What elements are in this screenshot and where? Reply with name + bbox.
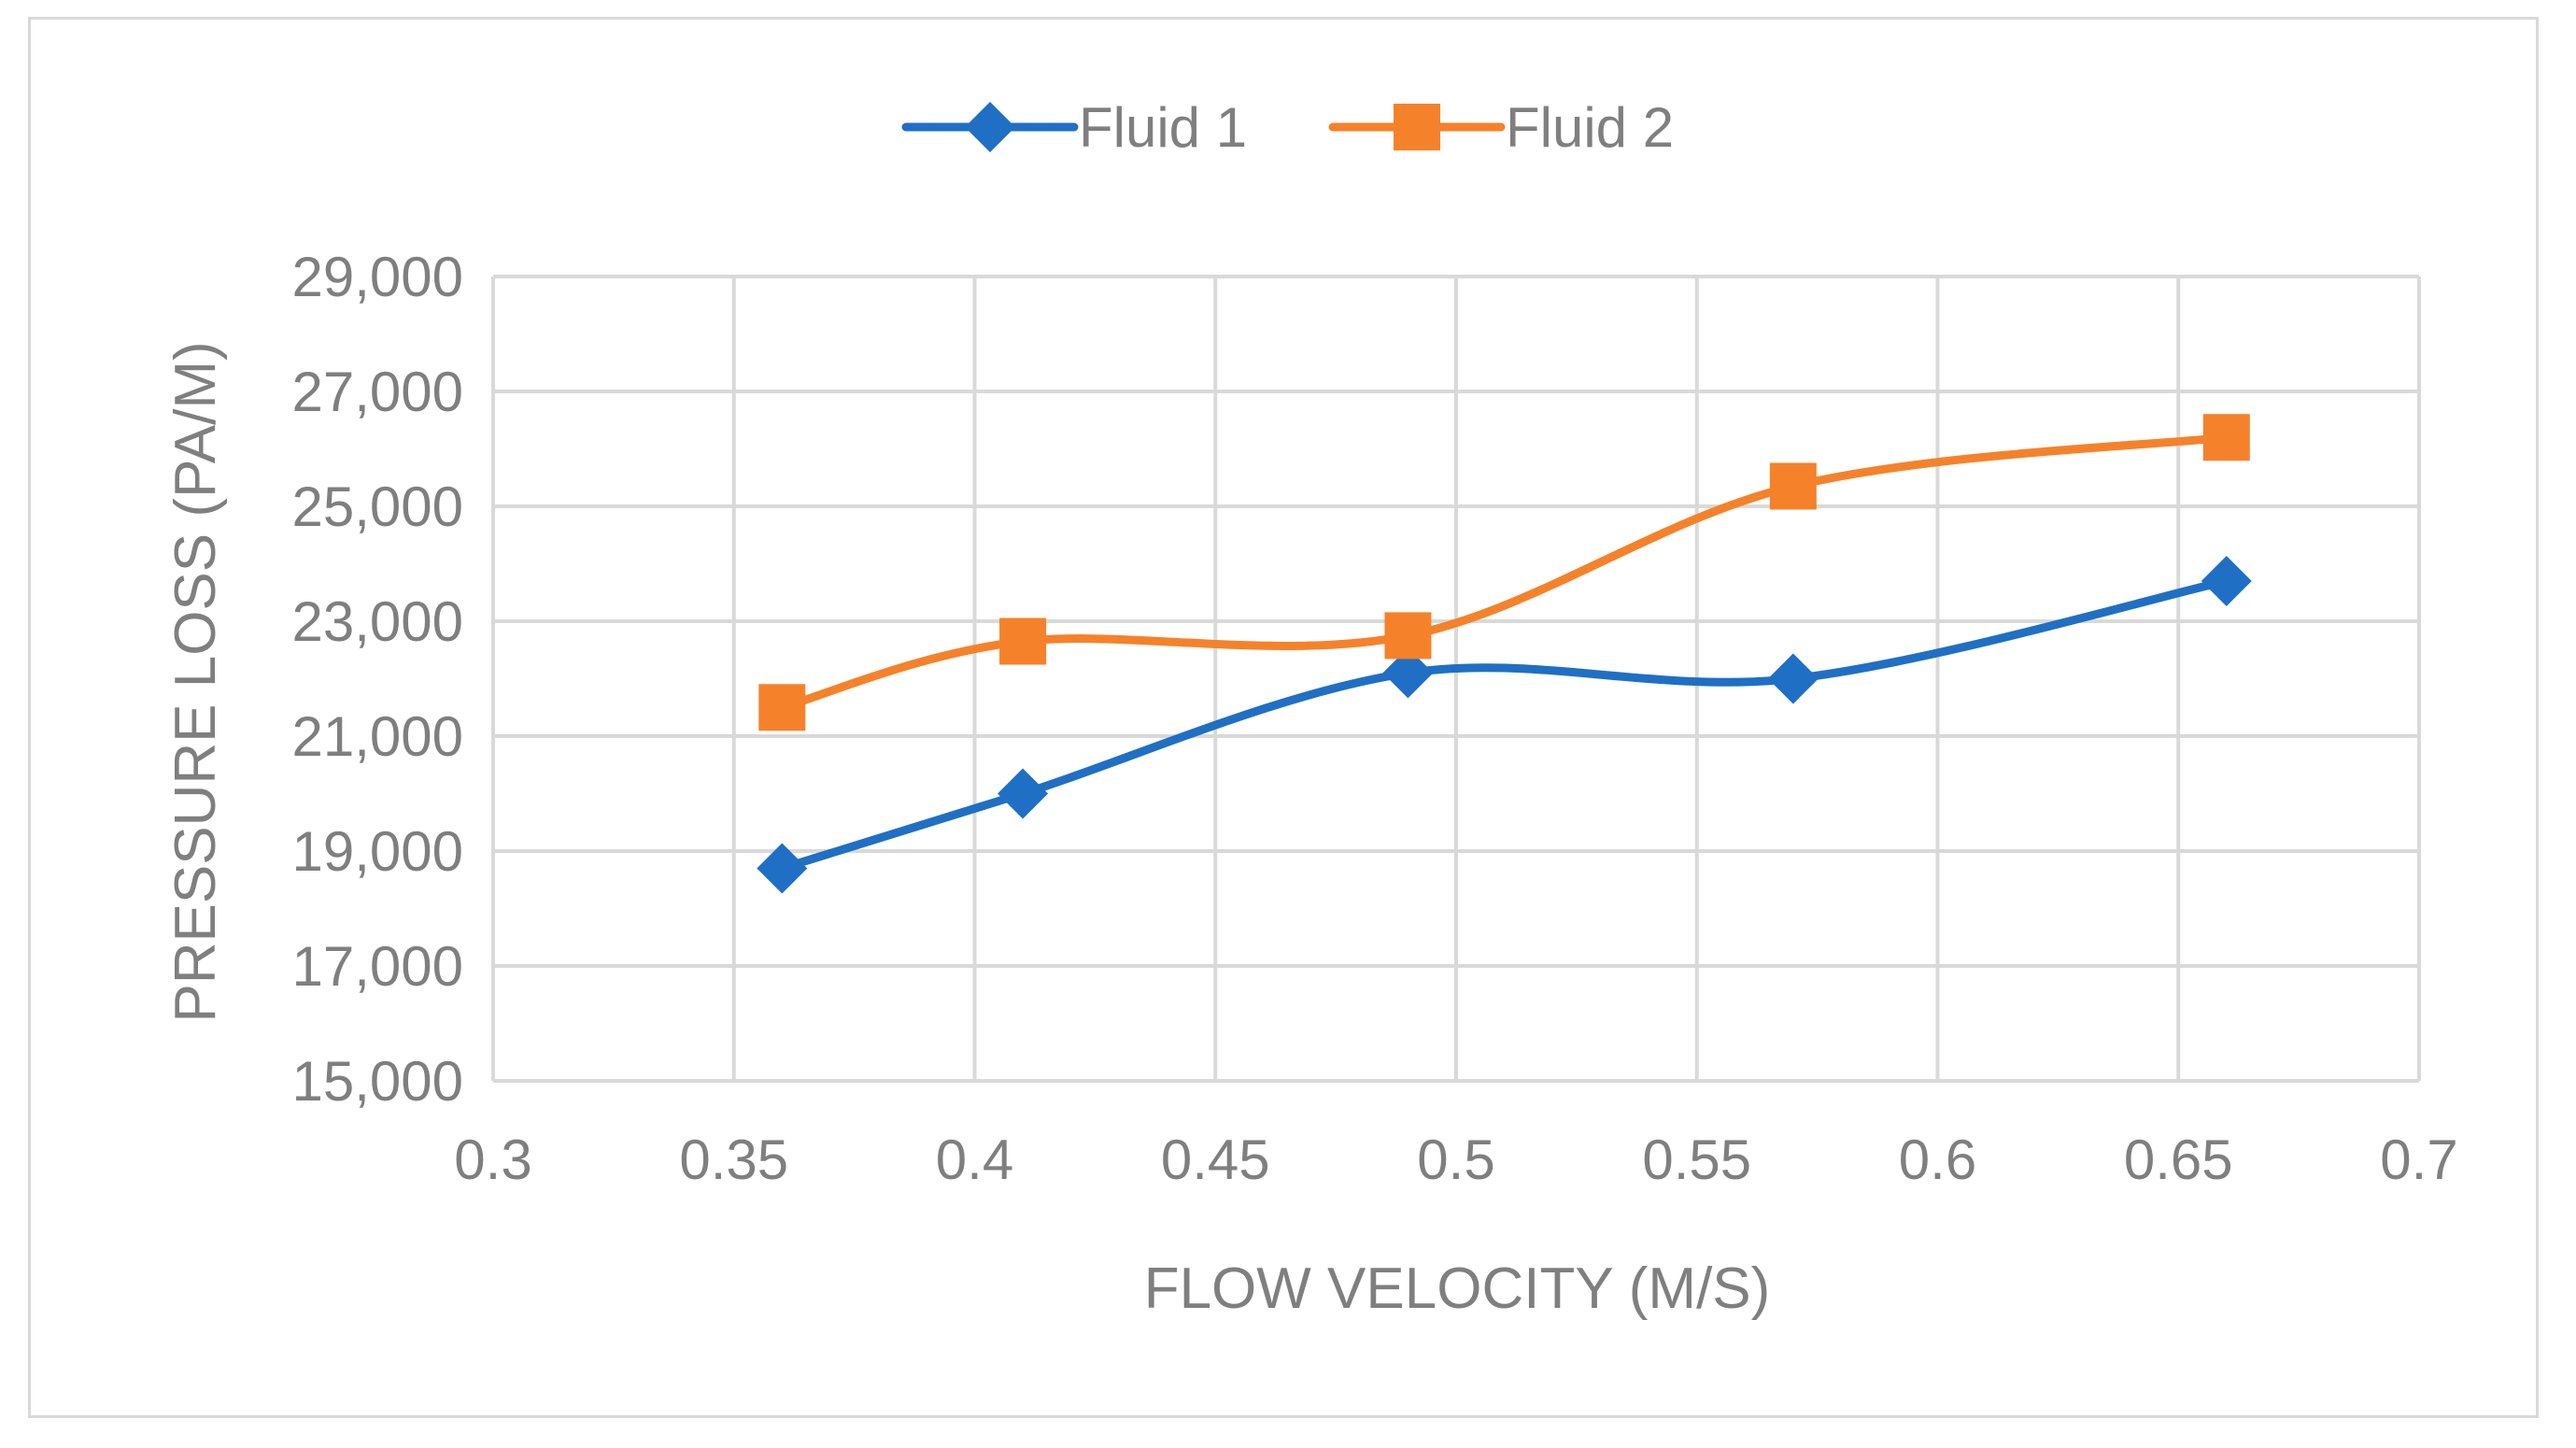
data-point xyxy=(1382,647,1434,699)
x-tick-label: 0.5 xyxy=(1417,1129,1494,1191)
data-point xyxy=(1769,462,1817,510)
legend-label: Fluid 1 xyxy=(1079,96,1247,159)
series-layer xyxy=(757,414,2252,894)
data-point xyxy=(1384,612,1432,660)
data-point xyxy=(998,768,1049,819)
x-tick-label: 0.6 xyxy=(1899,1129,1976,1191)
legend-marker xyxy=(1394,104,1440,150)
legend-item: Fluid 1 xyxy=(901,96,1247,159)
y-tick-label: 27,000 xyxy=(291,361,463,423)
y-axis-title: PRESSURE LOSS (PA/M) xyxy=(163,341,228,1022)
y-tick-label: 29,000 xyxy=(291,246,463,308)
y-tick-label: 17,000 xyxy=(291,935,463,998)
x-tick-label: 0.3 xyxy=(454,1129,531,1191)
y-tick-label: 25,000 xyxy=(291,476,463,538)
legend-item: Fluid 2 xyxy=(1328,96,1674,159)
x-tick-label: 0.7 xyxy=(2380,1129,2457,1191)
x-tick-label: 0.65 xyxy=(2124,1129,2233,1191)
chart-frame xyxy=(28,17,2539,1418)
series-line xyxy=(777,433,2231,712)
legend-label: Fluid 2 xyxy=(1506,96,1674,159)
x-tick-label: 0.4 xyxy=(936,1129,1013,1191)
y-tick-label: 23,000 xyxy=(291,590,463,653)
gridlines xyxy=(491,275,2421,1083)
legend-marker xyxy=(965,102,1015,152)
y-tick-label: 21,000 xyxy=(291,705,463,768)
series-fluid-2 xyxy=(758,414,2250,731)
data-point xyxy=(1767,653,1819,704)
x-tick-label: 0.45 xyxy=(1161,1129,1270,1191)
x-tick-label: 0.35 xyxy=(679,1129,788,1191)
x-tick-label: 0.55 xyxy=(1642,1129,1751,1191)
data-point xyxy=(999,618,1047,665)
x-axis-title: FLOW VELOCITY (M/S) xyxy=(1144,1256,1771,1321)
series-fluid-1 xyxy=(757,555,2252,894)
data-point xyxy=(757,843,808,894)
y-tick-label: 19,000 xyxy=(291,820,463,883)
data-point xyxy=(2202,414,2250,461)
axes: 15,000 17,000 19,000 21,000 23,000 25,000 27,0… xyxy=(291,246,2457,1191)
y-tick-label: 15,000 xyxy=(291,1050,463,1113)
legend: Fluid 1 Fluid 2 xyxy=(901,96,1674,159)
data-point xyxy=(2201,555,2252,606)
series-line xyxy=(777,576,2231,873)
data-point xyxy=(758,684,806,731)
